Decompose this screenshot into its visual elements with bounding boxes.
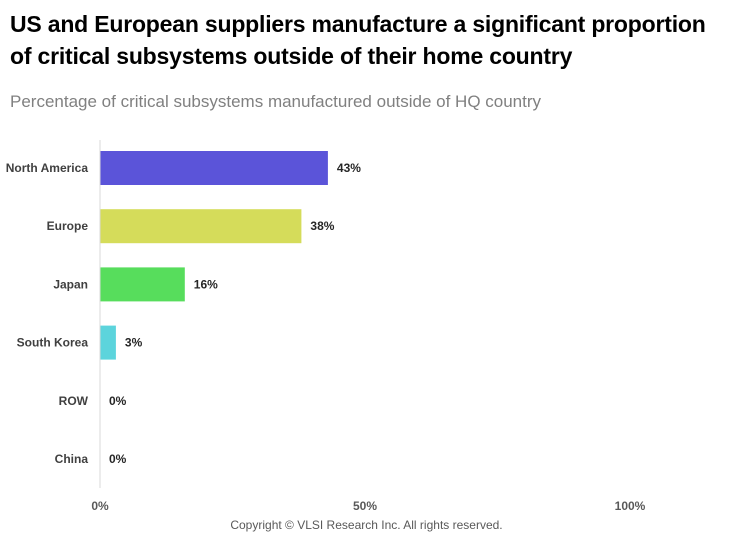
category-label: Japan <box>53 277 88 291</box>
data-label: 0% <box>109 452 127 466</box>
category-labels: North America Europe Japan South Korea ROW Ch… <box>6 161 89 466</box>
x-tick-label: 50% <box>353 499 377 513</box>
x-tick-label: 100% <box>615 499 646 513</box>
data-label: 16% <box>194 277 218 291</box>
category-label: Europe <box>47 219 89 233</box>
bar <box>100 267 185 302</box>
bars <box>100 151 328 360</box>
bar <box>100 209 302 244</box>
bar <box>100 151 328 185</box>
chart-subtitle: Percentage of critical subsystems manufa… <box>10 92 542 111</box>
copyright-notice: Copyright © VLSI Research Inc. All right… <box>230 518 503 532</box>
data-label: 43% <box>337 161 361 175</box>
data-label: 3% <box>125 336 143 350</box>
x-tick-labels: 0% 50% 100% <box>91 499 645 513</box>
data-label: 0% <box>109 394 127 408</box>
category-label: South Korea <box>17 336 89 350</box>
x-tick-label: 0% <box>91 499 109 513</box>
data-label: 38% <box>310 219 334 233</box>
bar <box>100 325 116 360</box>
chart-title: US and European suppliers manufacture a … <box>10 11 706 69</box>
category-label: ROW <box>59 394 89 408</box>
category-label: North America <box>6 161 89 175</box>
value-labels: 43% 38% 16% 3% 0% 0% <box>109 161 361 466</box>
category-label: China <box>55 452 89 466</box>
